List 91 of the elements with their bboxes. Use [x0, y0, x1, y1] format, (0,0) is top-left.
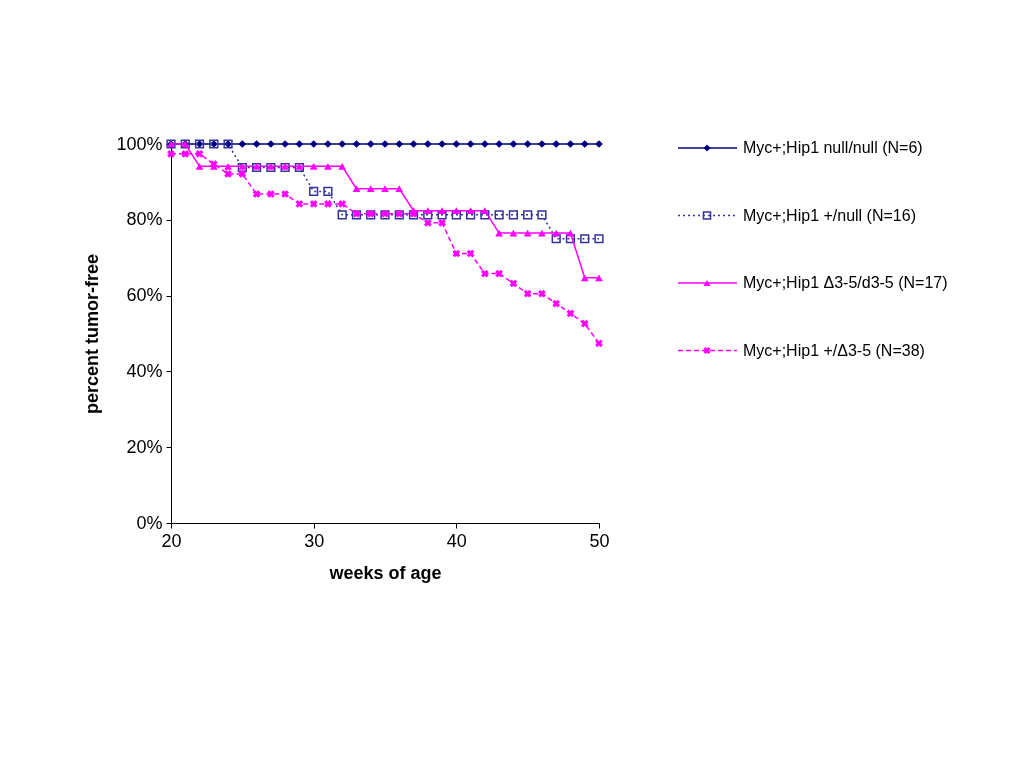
point [323, 186, 333, 196]
point [423, 219, 432, 227]
y-tick-label: 20% [126, 436, 163, 457]
point [366, 185, 375, 193]
x-tick-label: 50 [589, 530, 610, 551]
point [595, 274, 603, 282]
point [195, 163, 204, 170]
point [266, 140, 275, 148]
y-tick-label: 40% [126, 360, 163, 381]
point [366, 140, 375, 148]
point [338, 140, 347, 148]
point [466, 249, 475, 258]
point [466, 207, 475, 215]
point [324, 200, 332, 208]
point [409, 140, 418, 148]
point [438, 219, 446, 227]
point [451, 210, 461, 220]
x-tick-label: 20 [161, 530, 182, 551]
point [167, 150, 175, 158]
point [281, 190, 289, 198]
point [338, 163, 347, 170]
point [523, 289, 532, 298]
point [452, 249, 461, 258]
point [566, 140, 575, 148]
point [509, 140, 518, 148]
point [352, 185, 361, 193]
point [480, 207, 489, 215]
point [267, 190, 275, 198]
point [580, 234, 590, 244]
point [337, 210, 347, 220]
point [252, 190, 261, 198]
legend-label: Myc+;Hip1 +/null (N=16) [743, 206, 916, 224]
point [480, 210, 490, 220]
point [551, 234, 561, 244]
x-tick-label: 30 [304, 530, 325, 551]
point [395, 140, 404, 148]
point [295, 140, 304, 148]
point [423, 207, 432, 215]
point [309, 140, 318, 148]
point [438, 207, 446, 215]
point [195, 150, 204, 158]
point [352, 140, 361, 148]
point [181, 150, 190, 158]
y-axis-title: percent tumor-free [82, 253, 103, 415]
point [395, 185, 404, 193]
point [324, 163, 332, 170]
point [509, 279, 518, 288]
point [580, 140, 589, 148]
legend-label: Myc+;Hip1 null/null (N=6) [743, 139, 923, 156]
point [437, 210, 447, 220]
point [309, 186, 319, 196]
point [495, 140, 504, 148]
y-tick-label: 80% [126, 209, 163, 230]
x-tick-label: 40 [446, 530, 467, 551]
point [508, 210, 519, 220]
point [224, 170, 232, 178]
point [566, 309, 575, 318]
point [594, 234, 604, 244]
point [595, 339, 603, 348]
x-axis-title: weeks of age [328, 562, 442, 583]
point [309, 200, 318, 208]
point [552, 140, 561, 148]
point [523, 210, 533, 220]
y-tick-label: 60% [126, 285, 163, 306]
legend-label: Myc+;Hip1 +/Δ3-5 (N=38) [743, 341, 925, 359]
point [580, 319, 589, 328]
point [309, 163, 318, 170]
point [494, 210, 504, 220]
point [238, 170, 247, 178]
point [537, 210, 547, 220]
point [552, 299, 561, 308]
point [465, 210, 476, 220]
point [466, 140, 475, 148]
point [338, 200, 347, 208]
y-tick-label: 0% [136, 512, 163, 533]
y-tick-label: 100% [116, 133, 163, 154]
point [580, 274, 589, 282]
point [452, 207, 461, 215]
point [252, 140, 261, 148]
point [281, 140, 290, 148]
point [452, 140, 461, 148]
point [523, 140, 532, 148]
point [238, 140, 247, 148]
point [423, 140, 432, 148]
point [565, 234, 576, 244]
legend-label: Myc+;Hip1 Δ3-5/d3-5 (N=17) [743, 274, 948, 291]
point [381, 185, 389, 193]
point [538, 289, 546, 298]
point [423, 210, 433, 220]
point [224, 163, 232, 170]
point [480, 140, 489, 148]
